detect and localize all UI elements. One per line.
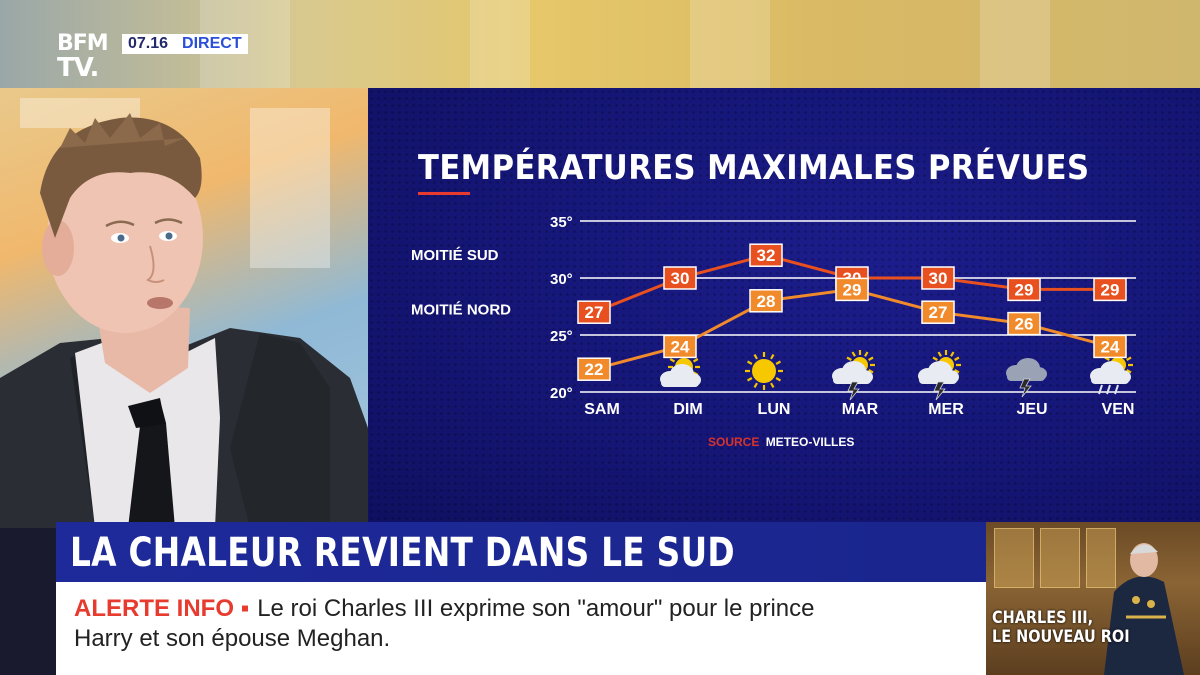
- svg-text:29: 29: [1101, 280, 1120, 299]
- data-label: 30: [921, 266, 955, 290]
- chart-source: SOURCE METEO-VILLES: [708, 435, 854, 449]
- y-tick-label: 35°: [550, 214, 573, 231]
- chart-panel: TEMPÉRATURES MAXIMALES PRÉVUES 35° 30° 25°…: [368, 88, 1200, 528]
- alert-tag: ALERTE INFO ▪: [74, 595, 250, 622]
- y-tick-label: 25°: [550, 328, 573, 345]
- sun-cloud-storm-icon: [832, 350, 875, 401]
- series-label: MOITIÉ NORD: [411, 301, 511, 318]
- presenter-illustration: [0, 113, 368, 528]
- y-tick-label: 20°: [550, 385, 573, 402]
- thumbnail-caption: CHARLES III, LE NOUVEAU ROI: [992, 608, 1130, 647]
- sun-cloud-storm-icon: [918, 350, 961, 401]
- svg-text:29: 29: [843, 280, 862, 299]
- data-label: 32: [749, 243, 783, 267]
- live-label: DIRECT: [182, 35, 242, 52]
- svg-text:27: 27: [929, 303, 948, 322]
- x-tick-label: VEN: [1102, 401, 1135, 418]
- channel-logo: BFM TV.: [57, 32, 115, 84]
- temperature-chart: 35° 30° 25° 20° MOITIÉ SUD MOITIÉ NORD 27 30 3…: [411, 214, 1136, 418]
- sun-behind-cloud-icon: [660, 351, 701, 387]
- data-label: 30: [663, 266, 697, 290]
- svg-text:30: 30: [671, 269, 690, 288]
- y-tick-label: 30°: [550, 271, 573, 288]
- x-tick-label: DIM: [673, 401, 702, 418]
- svg-text:26: 26: [1015, 315, 1034, 334]
- x-tick-label: SAM: [584, 401, 620, 418]
- series-label: MOITIÉ SUD: [411, 247, 499, 264]
- clock-live-badge: 07.16 DIRECT: [122, 34, 248, 54]
- studio-backdrop-top: [0, 0, 1200, 88]
- x-tick-label: JEU: [1016, 401, 1047, 418]
- svg-text:32: 32: [757, 246, 776, 265]
- thunderstorm-icon: [1006, 358, 1047, 398]
- data-label: 26: [1007, 311, 1041, 336]
- title-underline: [418, 192, 470, 195]
- source-label: SOURCE: [708, 435, 760, 449]
- headline-text: LA CHALEUR REVIENT DANS LE SUD: [70, 530, 735, 576]
- clock-time: 07.16: [128, 35, 169, 52]
- data-label: 29: [1093, 277, 1127, 302]
- x-tick-label: LUN: [758, 401, 791, 418]
- sun-icon: [745, 352, 783, 390]
- data-label: 24: [1093, 334, 1127, 359]
- alert-ticker: ALERTE INFO ▪ Le roi Charles III exprime …: [56, 582, 986, 675]
- data-label: 24: [663, 334, 697, 359]
- svg-text:24: 24: [1101, 337, 1120, 356]
- king-figure: [1104, 543, 1184, 675]
- chart-title: TEMPÉRATURES MAXIMALES PRÉVUES: [418, 148, 1090, 188]
- data-label: 27: [577, 300, 611, 324]
- svg-text:29: 29: [1015, 280, 1034, 299]
- data-label: 22: [577, 357, 611, 381]
- data-label: 27: [921, 300, 955, 324]
- data-label: 28: [749, 289, 783, 313]
- sun-cloud-rain-icon: [1090, 350, 1133, 395]
- headline-banner: LA CHALEUR REVIENT DANS LE SUD: [56, 522, 986, 582]
- alert-line-2: Harry et son épouse Meghan.: [74, 625, 391, 652]
- presenter: [0, 88, 368, 528]
- source-value: METEO-VILLES: [765, 435, 855, 449]
- svg-text:27: 27: [585, 303, 604, 322]
- data-label: 29: [1007, 277, 1041, 302]
- alert-text-1: Le roi Charles III exprime son "amour" p…: [257, 595, 815, 622]
- logo-line-1: BFM: [57, 31, 109, 56]
- x-tick-label: MAR: [842, 401, 879, 418]
- svg-text:24: 24: [671, 337, 690, 356]
- svg-text:22: 22: [585, 360, 604, 379]
- data-label: 29: [835, 277, 869, 302]
- alert-line-1: ALERTE INFO ▪ Le roi Charles III exprime …: [74, 595, 814, 623]
- svg-text:30: 30: [929, 269, 948, 288]
- x-tick-label: MER: [928, 401, 964, 418]
- svg-text:28: 28: [757, 292, 776, 311]
- logo-line-2: TV.: [57, 53, 99, 83]
- next-story-thumbnail: CHARLES III, LE NOUVEAU ROI: [986, 522, 1200, 675]
